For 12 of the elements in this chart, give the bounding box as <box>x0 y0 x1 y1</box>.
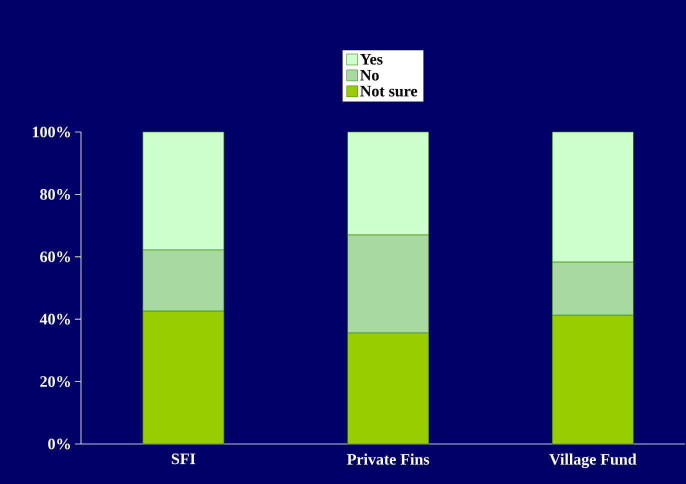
legend-label: Not sure <box>360 86 418 97</box>
y-tick-label: 60% <box>40 251 70 262</box>
y-tick-label: 80% <box>40 189 70 200</box>
y-tick-label: 100% <box>32 126 70 138</box>
x-tick-label: Private Fins <box>346 454 430 465</box>
x-tick-label: SFI <box>172 454 196 464</box>
y-tick-label: 40% <box>40 314 70 325</box>
legend-label: No <box>360 70 379 81</box>
y-tick-label: 20% <box>40 376 70 387</box>
legend-label: Yes <box>360 54 383 65</box>
y-tick-label: 0% <box>48 438 70 450</box>
x-tick-label: Village Fund <box>549 454 636 468</box>
